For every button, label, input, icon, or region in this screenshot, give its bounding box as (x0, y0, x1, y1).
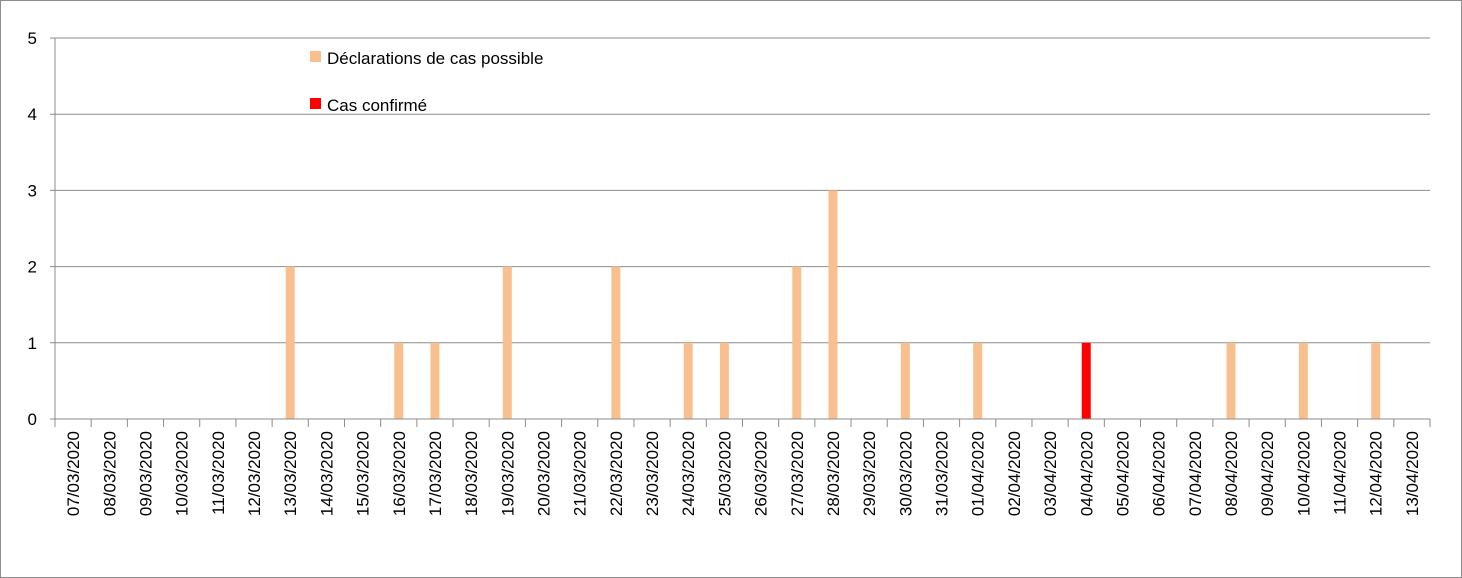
x-tick-label: 22/03/2020 (607, 431, 626, 516)
x-tick-label: 26/03/2020 (752, 431, 771, 516)
x-tick-label: 19/03/2020 (498, 431, 517, 516)
x-tick-label: 27/03/2020 (788, 431, 807, 516)
x-tick-label: 23/03/2020 (643, 431, 662, 516)
x-tick-label: 11/03/2020 (209, 431, 228, 515)
legend-label-confirmed: Cas confirmé (327, 96, 427, 115)
x-tick-label: 30/03/2020 (896, 431, 915, 516)
x-tick-label: 03/04/2020 (1041, 431, 1060, 516)
bar-possible (828, 190, 838, 419)
bar-possible (900, 342, 910, 419)
bar-possible (973, 342, 983, 419)
x-tick-label: 04/04/2020 (1077, 431, 1096, 516)
y-tick-label: 0 (28, 410, 37, 429)
x-tick-label: 18/03/2020 (462, 431, 481, 516)
y-axis: 0 1 2 3 4 5 (28, 29, 56, 429)
x-tick-label: 20/03/2020 (534, 431, 553, 516)
bar-possible (792, 266, 802, 419)
x-tick-label: 09/04/2020 (1258, 431, 1277, 516)
x-tick-label: 21/03/2020 (571, 431, 590, 516)
y-tick-label: 4 (28, 105, 37, 124)
x-tick-label: 17/03/2020 (426, 431, 445, 516)
y-tick-label: 1 (28, 334, 37, 353)
bar-possible (683, 342, 693, 419)
x-tick-label: 31/03/2020 (933, 431, 952, 516)
bar-possible (1298, 342, 1308, 419)
bar-possible (394, 342, 404, 419)
bar-possible (430, 342, 440, 419)
legend-label-possible: Déclarations de cas possible (327, 49, 543, 68)
bars (285, 190, 1381, 419)
bar-confirmed (1081, 342, 1091, 419)
legend-swatch-possible (310, 51, 321, 62)
y-tick-label: 3 (28, 181, 37, 200)
gridlines (50, 37, 1430, 420)
bar-possible (719, 342, 729, 419)
legend: Déclarations de cas possible Cas confirm… (310, 49, 543, 115)
legend-swatch-confirmed (310, 98, 321, 109)
bar-possible (1371, 342, 1381, 419)
bar-possible (502, 266, 512, 419)
x-tick-label: 08/03/2020 (100, 431, 119, 516)
y-tick-label: 5 (28, 29, 37, 48)
x-tick-label: 05/04/2020 (1113, 431, 1132, 516)
bar-possible (611, 266, 621, 419)
x-tick-label: 11/04/2020 (1331, 431, 1350, 515)
x-tick-label: 13/03/2020 (281, 431, 300, 516)
x-tick-label: 13/04/2020 (1403, 431, 1422, 516)
x-tick-label: 10/03/2020 (173, 431, 192, 516)
x-tick-label: 24/03/2020 (679, 431, 698, 516)
x-tick-label: 01/04/2020 (969, 431, 988, 516)
x-tick-label: 09/03/2020 (136, 431, 155, 516)
x-tick-label: 14/03/2020 (317, 431, 336, 516)
y-tick-label: 2 (28, 258, 37, 277)
x-tick-label: 28/03/2020 (824, 431, 843, 516)
x-tick-label: 12/03/2020 (245, 431, 264, 516)
x-tick-label: 07/03/2020 (64, 431, 83, 516)
x-tick-label: 02/04/2020 (1005, 431, 1024, 516)
x-tick-label: 08/04/2020 (1222, 431, 1241, 516)
x-axis: 07/03/2020 08/03/2020 09/03/2020 10/03/2020… (54, 418, 1431, 516)
x-tick-label: 12/04/2020 (1367, 431, 1386, 516)
x-tick-label: 16/03/2020 (390, 431, 409, 516)
x-tick-label: 25/03/2020 (715, 431, 734, 516)
x-tick-label: 29/03/2020 (860, 431, 879, 516)
x-tick-label: 07/04/2020 (1186, 431, 1205, 516)
bar-possible (1226, 342, 1236, 419)
x-tick-label: 06/04/2020 (1150, 431, 1169, 516)
x-tick-label: 10/04/2020 (1294, 431, 1313, 516)
bar-possible (285, 266, 295, 419)
x-tick-label: 15/03/2020 (354, 431, 373, 516)
